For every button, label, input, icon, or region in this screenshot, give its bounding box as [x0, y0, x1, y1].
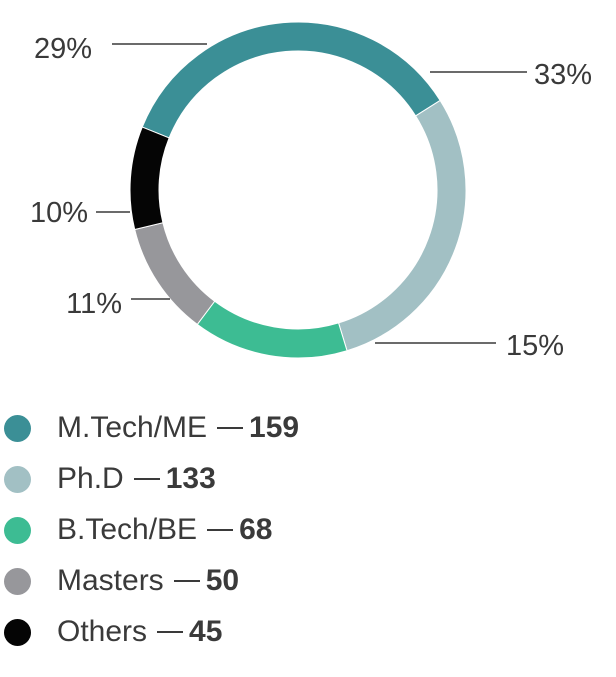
legend-item-phd: Ph.D 133 [0, 459, 216, 499]
legend-swatch-others [4, 618, 31, 646]
legend-dash [157, 631, 184, 633]
slice-masters [134, 222, 216, 326]
legend-item-btech: B.Tech/BE 68 [0, 510, 272, 550]
legend-value-btech: 68 [239, 513, 273, 546]
legend-value-mtech: 159 [249, 411, 300, 444]
percent-callouts: 29% 33% 15% 11% 10% [30, 33, 592, 362]
legend-label-btech: B.Tech/BE [57, 513, 198, 546]
legend-value-phd: 133 [165, 462, 216, 495]
percent-label-masters: 11% [66, 288, 122, 320]
legend-item-mtech: M.Tech/ME 159 [0, 408, 299, 448]
percent-label-mtech: 29% [34, 33, 92, 65]
slice-btech [196, 300, 348, 359]
donut-chart: 29% 33% 15% 11% 10% [30, 21, 592, 362]
slice-phd [337, 99, 467, 352]
legend-swatch-mtech [4, 414, 31, 442]
legend-dash [133, 478, 160, 480]
legend-dash [173, 580, 200, 582]
legend-item-others: Others 45 [0, 612, 222, 652]
legend-label-phd: Ph.D [57, 462, 124, 495]
slice-others [129, 126, 170, 231]
legend-item-masters: Masters 50 [0, 561, 239, 601]
slice-mtech [141, 21, 441, 139]
legend-value-masters: 50 [205, 564, 240, 597]
legend-swatch-btech [4, 516, 31, 544]
legend-value-others: 45 [189, 615, 223, 648]
legend-swatch-phd [4, 465, 31, 493]
legend-label-masters: Masters [57, 564, 164, 597]
legend-label-others: Others [57, 615, 148, 648]
legend-dash [207, 529, 234, 531]
legend-label-mtech: M.Tech/ME [57, 411, 208, 444]
percent-label-phd: 33% [534, 59, 592, 91]
legend-swatch-masters [4, 567, 31, 595]
percent-label-btech: 15% [506, 330, 564, 362]
percent-label-others: 10% [30, 197, 88, 229]
donut-slices [129, 21, 467, 359]
legend-dash [217, 427, 244, 429]
